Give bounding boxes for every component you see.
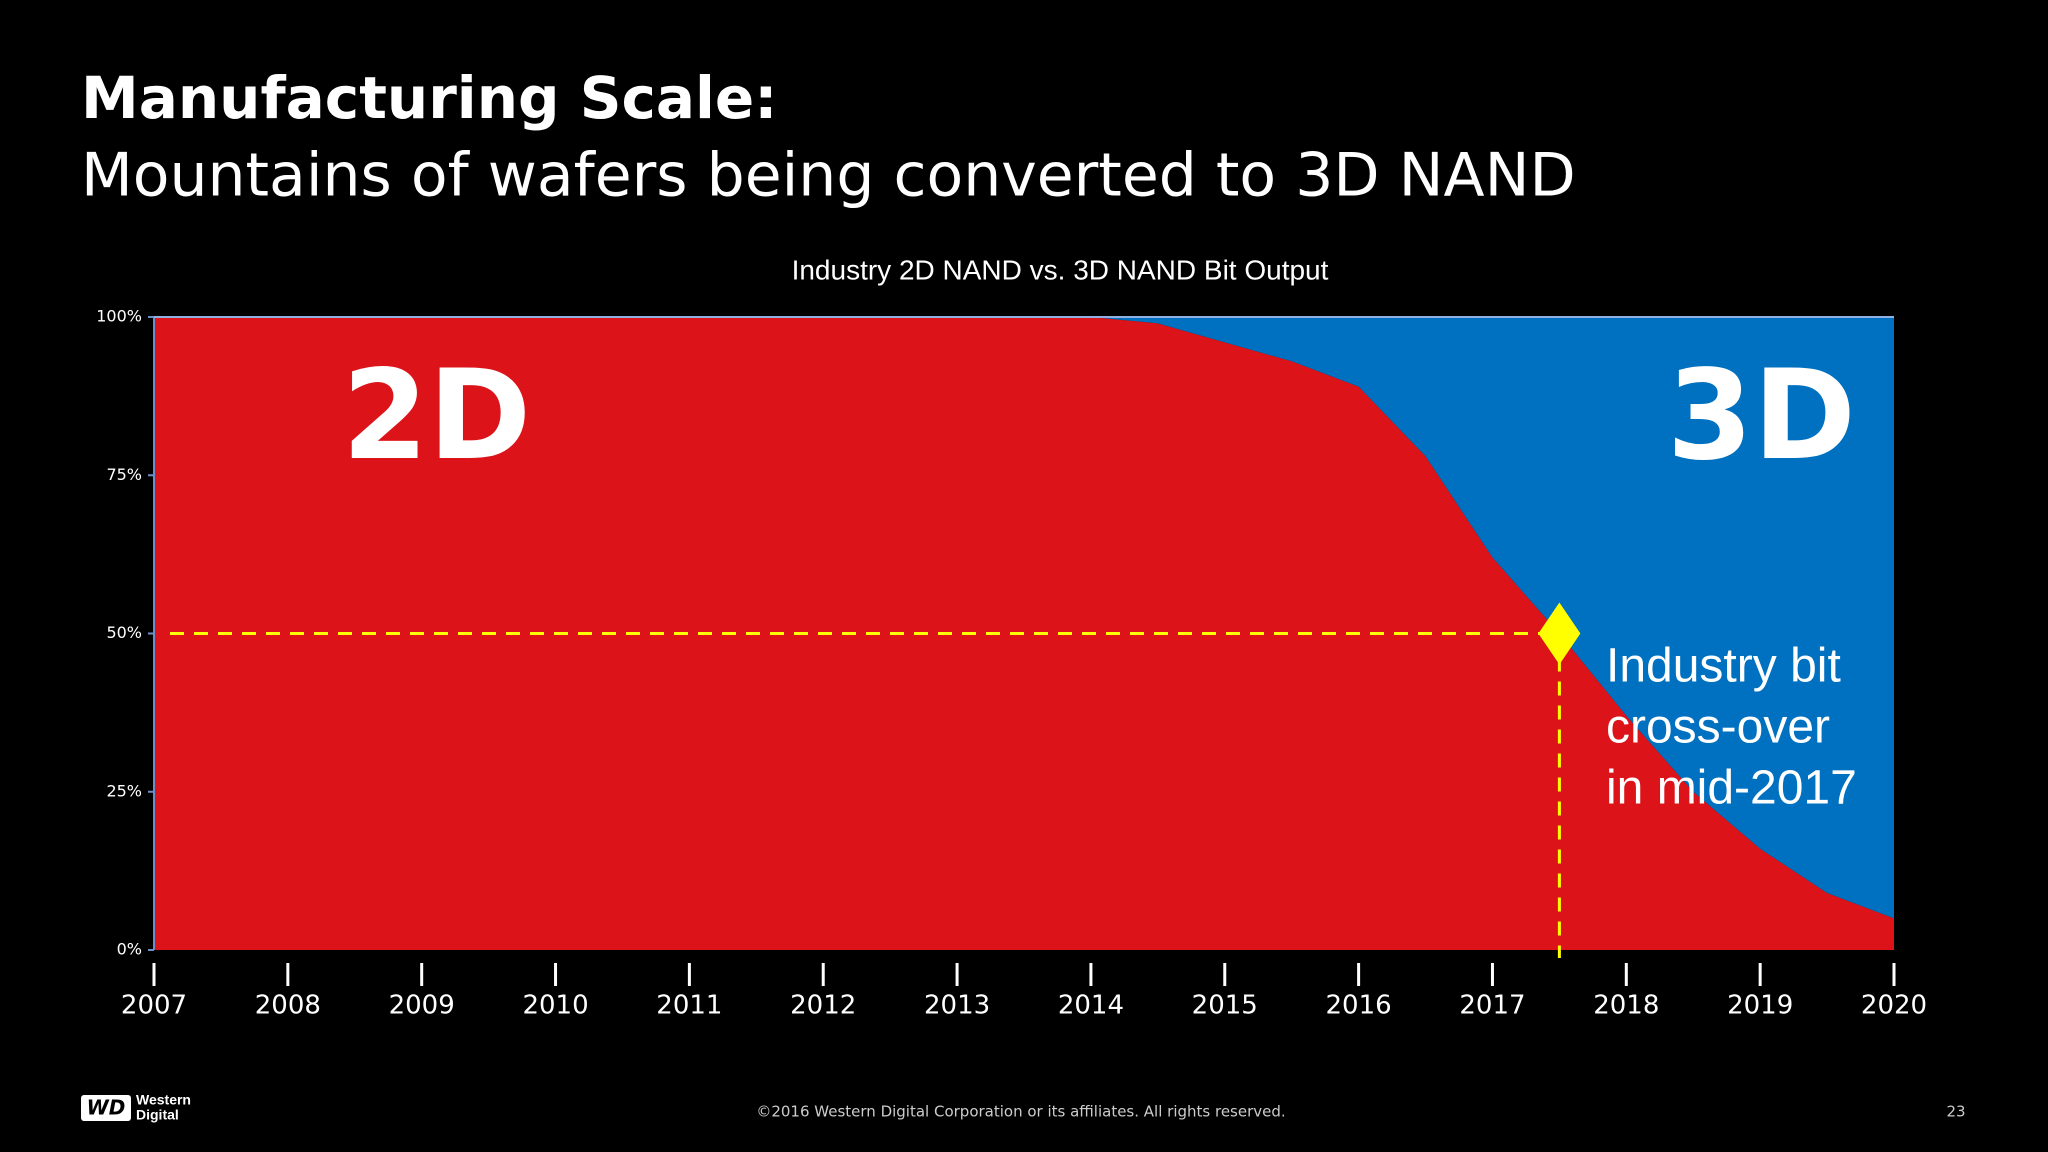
- y-tick-label: 0%: [117, 940, 142, 959]
- x-tick-label: 2011: [656, 991, 722, 1021]
- y-tick-label: 25%: [106, 781, 142, 800]
- x-tick-label: 2018: [1593, 991, 1659, 1021]
- y-tick-label: 100%: [96, 307, 142, 326]
- area: [154, 317, 1894, 919]
- logo-mark: WD: [87, 1096, 126, 1120]
- x-tick-label: 2015: [1192, 991, 1258, 1021]
- annotation: in mid-2017: [1606, 762, 1857, 815]
- series-label: 3D: [1667, 344, 1856, 488]
- slide-subtitle: Mountains of wafers being converted to 3…: [81, 141, 1576, 211]
- x-tick-label: 2009: [389, 991, 455, 1021]
- x-tick-label: 2008: [255, 991, 321, 1021]
- x-tick-label: 2012: [790, 991, 856, 1021]
- logo-box: [81, 1095, 131, 1121]
- annotation: Industry bit: [1606, 640, 1841, 693]
- x-tick-label: 2017: [1459, 991, 1525, 1021]
- x-tick-label: 2007: [121, 991, 187, 1021]
- page-number: 23: [1946, 1103, 1965, 1121]
- x-tick-label: 2014: [1058, 991, 1124, 1021]
- x-tick-label: 2016: [1326, 991, 1392, 1021]
- footer: ©2016 Western Digital Corporation or its…: [756, 1103, 1285, 1121]
- plot: 2D 3D 0% 25% 50% 75% 100% 2007 2008 2009 2010 2011 2…: [96, 307, 1927, 1021]
- x-tick-label: 2013: [924, 991, 990, 1021]
- chart-title: Industry 2D NAND vs. 3D NAND Bit Output: [792, 254, 1329, 285]
- annotation: cross-over: [1606, 701, 1830, 754]
- x-tick-label: 2019: [1727, 991, 1793, 1021]
- x-tick-label: 2010: [522, 991, 588, 1021]
- series-label: 2D: [342, 344, 531, 488]
- logo-name: Western: [136, 1092, 191, 1108]
- crossover-marker: [1538, 602, 1581, 665]
- logo-name: Digital: [136, 1107, 179, 1123]
- y-tick-label: 75%: [106, 465, 142, 484]
- slide-title: Manufacturing Scale:: [81, 64, 777, 132]
- y-tick-label: 50%: [106, 623, 142, 642]
- x-tick-label: 2020: [1861, 991, 1927, 1021]
